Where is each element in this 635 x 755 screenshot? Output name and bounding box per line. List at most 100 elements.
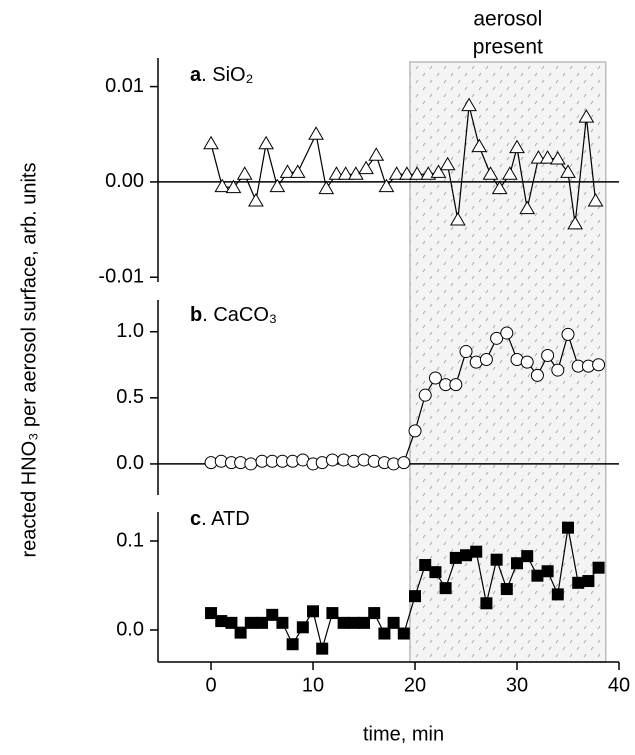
y-tick-label: 0.0 [116,618,144,640]
marker [501,166,518,180]
marker [286,638,299,651]
marker [205,607,218,620]
panel-letter: a [190,64,202,86]
marker [592,561,605,574]
marker [279,164,296,178]
y-tick-label: 0.01 [105,75,144,97]
marker [397,456,411,470]
marker [225,179,242,194]
marker [430,164,447,178]
marker [449,212,466,226]
marker [388,166,405,180]
marker [203,135,219,150]
marker [244,616,257,629]
marker [449,378,463,392]
marker [215,615,228,628]
marker [567,215,584,230]
marker [337,166,354,180]
marker [521,550,534,563]
marker [460,549,473,562]
marker [418,388,432,402]
marker [479,352,493,366]
marker [225,616,238,629]
marker [587,192,604,207]
annotation: present [473,36,543,59]
marker [541,565,554,578]
marker [530,368,544,382]
panel-name: . ATD [201,508,250,530]
marker [461,97,477,112]
panel-label: c. ATD [190,508,250,530]
marker [491,180,508,195]
marker [387,616,400,629]
marker [562,521,575,534]
marker [308,126,324,140]
marker [296,621,309,634]
marker [471,138,488,153]
marker [582,575,595,588]
x-tick-label: 20 [404,674,426,696]
marker [368,607,381,620]
marker [236,166,253,180]
panel-letter: c [190,508,201,530]
marker [551,363,565,377]
marker [347,616,360,629]
panel-label: b. CaCO₃ [190,304,277,326]
marker [326,607,339,620]
marker [398,166,415,180]
marker [490,331,504,345]
marker [244,457,258,471]
y-tick-label: 0.00 [105,170,144,192]
marker [482,166,499,180]
marker [337,616,350,629]
marker [419,559,432,572]
marker [500,583,513,596]
marker [378,627,391,640]
marker [234,626,247,639]
y-tick-label: -0.01 [98,266,144,288]
marker [592,358,606,372]
marker [520,355,534,369]
marker [449,551,462,564]
marker [459,345,473,359]
marker [541,349,555,363]
marker [256,616,269,629]
marker [470,545,483,558]
marker [358,616,371,629]
marker [408,424,422,438]
marker [368,147,385,161]
marker [551,588,564,601]
marker [511,557,524,570]
marker [248,192,264,207]
marker [409,590,422,603]
y-tick-label: 0.1 [116,529,144,551]
marker [318,180,335,195]
x-tick-label: 10 [302,674,324,696]
marker [578,109,595,123]
marker [428,371,442,385]
marker [572,576,585,589]
annotation: aerosol [473,8,542,31]
marker [439,582,452,595]
marker [480,597,493,610]
marker [316,642,329,655]
marker [378,178,395,193]
y-axis-label: reacted HNO₃ per aerosol surface, arb. u… [18,163,40,558]
panel-letter: b [190,304,202,326]
marker [258,135,274,150]
y-tick-label: 0.0 [116,452,144,474]
marker [409,166,425,180]
marker [429,566,442,579]
marker [266,608,279,621]
marker [561,327,575,341]
x-tick-label: 40 [608,674,630,696]
marker [519,200,536,215]
x-tick-label: 30 [506,674,528,696]
marker [397,627,410,640]
marker [439,156,456,171]
marker [539,150,556,164]
marker [500,326,514,340]
panel-name: . SiO₂ [201,64,253,86]
y-tick-label: 0.5 [116,386,144,408]
